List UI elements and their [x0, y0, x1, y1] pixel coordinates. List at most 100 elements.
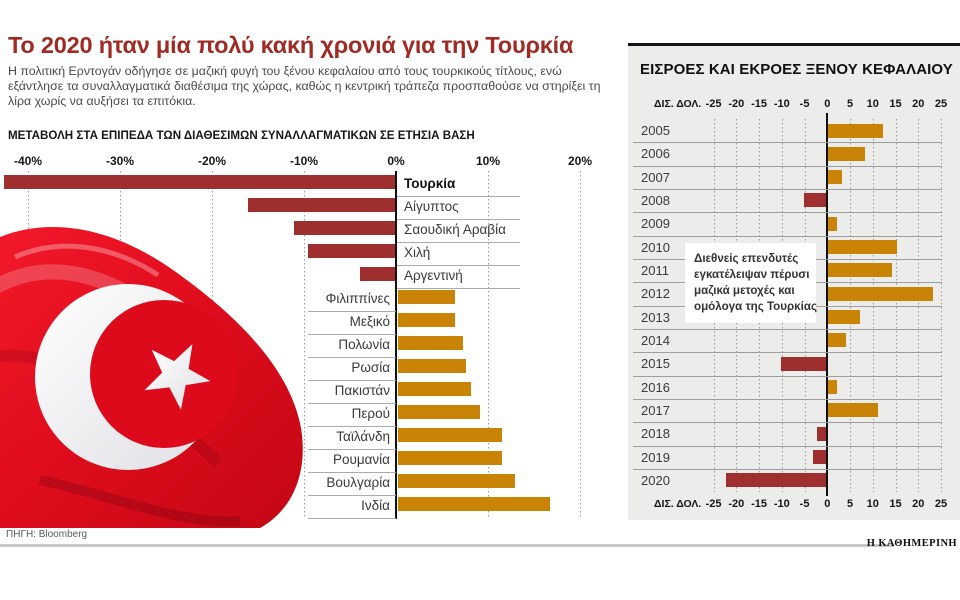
data-bar-Φιλιππίνες: [397, 290, 455, 304]
year-label: 2006: [641, 146, 670, 162]
page-subtitle: Η πολιτική Ερντογάν οδήγησε σε μαζική φυ…: [8, 64, 601, 109]
data-bar-2017: [828, 403, 879, 418]
country-label: Χιλή: [404, 245, 431, 260]
row-separator: [308, 518, 396, 519]
row-separator: [633, 212, 942, 214]
axis-tick-label: -20: [728, 498, 745, 510]
annotation-text-line: μαζικά μετοχές και: [694, 284, 795, 297]
year-label: 2005: [641, 123, 670, 138]
annotation-box: Διεθνείς επενδυτές εγκατέλειψαν πέρυσι μαζ…: [685, 243, 817, 323]
capital-flows-panel: ΕΙΣΡΟΕΣ ΚΑΙ ΕΚΡΟΕΣ ΞΕΝΟΥ ΚΕΦΑΛΑΙΟΥ ΔΙΣ. …: [628, 43, 960, 520]
row-separator: [633, 235, 942, 237]
axis-tick-label: 10: [866, 98, 879, 110]
axis-tick-label: 20: [912, 98, 925, 110]
year-label: 2011: [641, 262, 669, 278]
row-separator: [308, 380, 396, 381]
year-label: 2013: [641, 309, 670, 325]
data-bar-2020: [726, 473, 827, 488]
data-bar-Βουλγαρία: [397, 474, 516, 488]
axis-tick-label: 15: [889, 98, 902, 110]
zero-axis-line: [395, 171, 397, 519]
data-bar-Μεξικό: [397, 313, 455, 327]
data-bar-Περού: [397, 405, 481, 419]
row-separator: [308, 403, 396, 404]
country-label: Αργεντινή: [404, 268, 463, 283]
row-separator: [633, 398, 942, 400]
vertical-gridline: [580, 171, 581, 519]
year-label: 2015: [641, 356, 670, 372]
year-label: 2010: [641, 239, 670, 255]
brand-logo: Η ΚΑΘΗΜΕΡΙΝΗ: [866, 538, 957, 549]
left-chart-title: ΜΕΤΑΒΟΛΗ ΣΤΑ ΕΠΙΠΕΔΑ ΤΩΝ ΔΙΑΘΕΣΙΜΩΝ ΣΥΝΑ…: [8, 129, 475, 142]
data-bar-Ταϊλάνδη: [397, 428, 503, 442]
row-separator: [308, 472, 396, 473]
row-separator: [633, 468, 942, 470]
country-label: Βουλγαρία: [326, 475, 390, 490]
axis-tick-label: -15: [751, 98, 767, 110]
axis-tick-label: 0: [824, 498, 831, 510]
axis-tick-label: -25: [705, 98, 722, 110]
country-label: Φιλιππίνες: [325, 291, 390, 306]
row-separator: [397, 242, 520, 243]
row-separator: [633, 445, 942, 447]
data-bar-2014: [828, 333, 847, 348]
x-axis-tick-label: -40%: [13, 154, 43, 168]
vertical-gridline: [488, 171, 489, 519]
row-separator: [397, 219, 520, 220]
data-bar-2009: [828, 216, 838, 231]
data-bar-Ρουμανία: [397, 451, 503, 465]
data-bar-2016: [828, 380, 838, 395]
data-bar-Τουρκία: [4, 175, 395, 189]
x-axis-tick-label: 0%: [387, 154, 405, 168]
axis-tick-label: -10: [773, 98, 790, 110]
axis-tick-label: 15: [889, 498, 902, 510]
country-label: Αίγυπτος: [404, 199, 459, 214]
row-separator: [397, 265, 520, 266]
country-label: Ρουμανία: [332, 452, 390, 467]
data-bar-Χιλή: [307, 244, 395, 258]
data-bar-2005: [828, 123, 883, 138]
row-separator: [308, 495, 396, 496]
turkish-flag-graphic: [0, 227, 303, 528]
zero-axis-line: [826, 113, 829, 497]
row-separator: [633, 422, 942, 424]
data-bar-2006: [828, 146, 865, 161]
axis-tick-label: -25: [705, 498, 722, 510]
row-separator: [397, 288, 520, 289]
source-note: ΠΗΓΗ: Bloomberg: [6, 529, 88, 540]
axis-unit-label: ΔΙΣ. ΔΟΛ.: [654, 498, 702, 510]
country-label: Τουρκία: [404, 176, 456, 191]
country-label: Σαουδική Αραβία: [404, 222, 506, 237]
axis-tick-label: -15: [751, 498, 767, 510]
axis-tick-label: 10: [866, 498, 879, 510]
axis-tick-label: 0: [824, 98, 831, 110]
year-label: 2014: [641, 332, 670, 348]
axis-tick-label: 25: [934, 498, 948, 510]
data-bar-Ινδία: [397, 497, 551, 511]
axis-tick-label: 20: [912, 498, 925, 510]
vertical-gridline: [304, 171, 305, 519]
row-separator: [633, 165, 942, 167]
country-label: Ρωσία: [351, 360, 390, 375]
data-bar-Ρωσία: [397, 359, 466, 373]
year-label: 2016: [641, 379, 670, 395]
data-bar-2008: [803, 193, 827, 208]
data-bar-Αργεντινή: [360, 267, 395, 281]
country-label: Περού: [351, 406, 390, 421]
x-axis-tick-label: -20%: [197, 154, 227, 168]
x-axis-tick-label: -10%: [289, 154, 319, 168]
data-bar-Πακιστάν: [397, 382, 472, 396]
data-bar-Πολωνία: [397, 336, 463, 350]
row-separator: [633, 142, 942, 144]
row-separator: [308, 334, 396, 335]
data-bar-2012: [828, 286, 933, 301]
axis-tick-label: -10: [773, 498, 790, 510]
annotation-text-line: Διεθνείς επενδυτές: [694, 252, 799, 265]
footer-rule: [0, 544, 894, 547]
axis-tick-label: -5: [799, 498, 810, 510]
row-separator: [308, 449, 396, 450]
country-label: Πολωνία: [338, 337, 390, 352]
star-icon: [144, 344, 211, 410]
